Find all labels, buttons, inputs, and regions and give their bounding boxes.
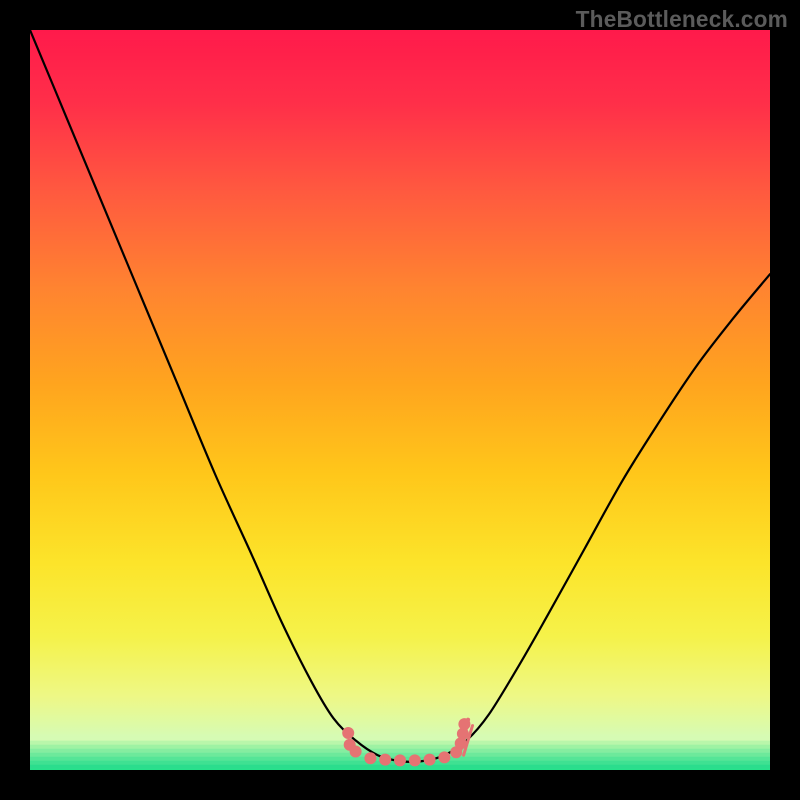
green-stripe	[30, 737, 770, 741]
marker-dot	[342, 727, 354, 739]
marker-dot	[394, 754, 406, 766]
marker-dot	[379, 754, 391, 766]
plot-area	[30, 30, 770, 770]
watermark-label: TheBottleneck.com	[576, 6, 788, 33]
bottleneck-curve	[30, 30, 770, 762]
marker-dot	[438, 751, 450, 763]
marker-dot	[424, 754, 436, 766]
green-stripe	[30, 769, 770, 770]
marker-dot	[350, 746, 362, 758]
green-stripe	[30, 749, 770, 753]
marker-dot	[364, 752, 376, 764]
green-stripe	[30, 745, 770, 749]
chart-container: TheBottleneck.com	[0, 0, 800, 800]
curve-layer	[30, 30, 770, 770]
marker-dot	[409, 754, 421, 766]
green-stripe	[30, 741, 770, 745]
